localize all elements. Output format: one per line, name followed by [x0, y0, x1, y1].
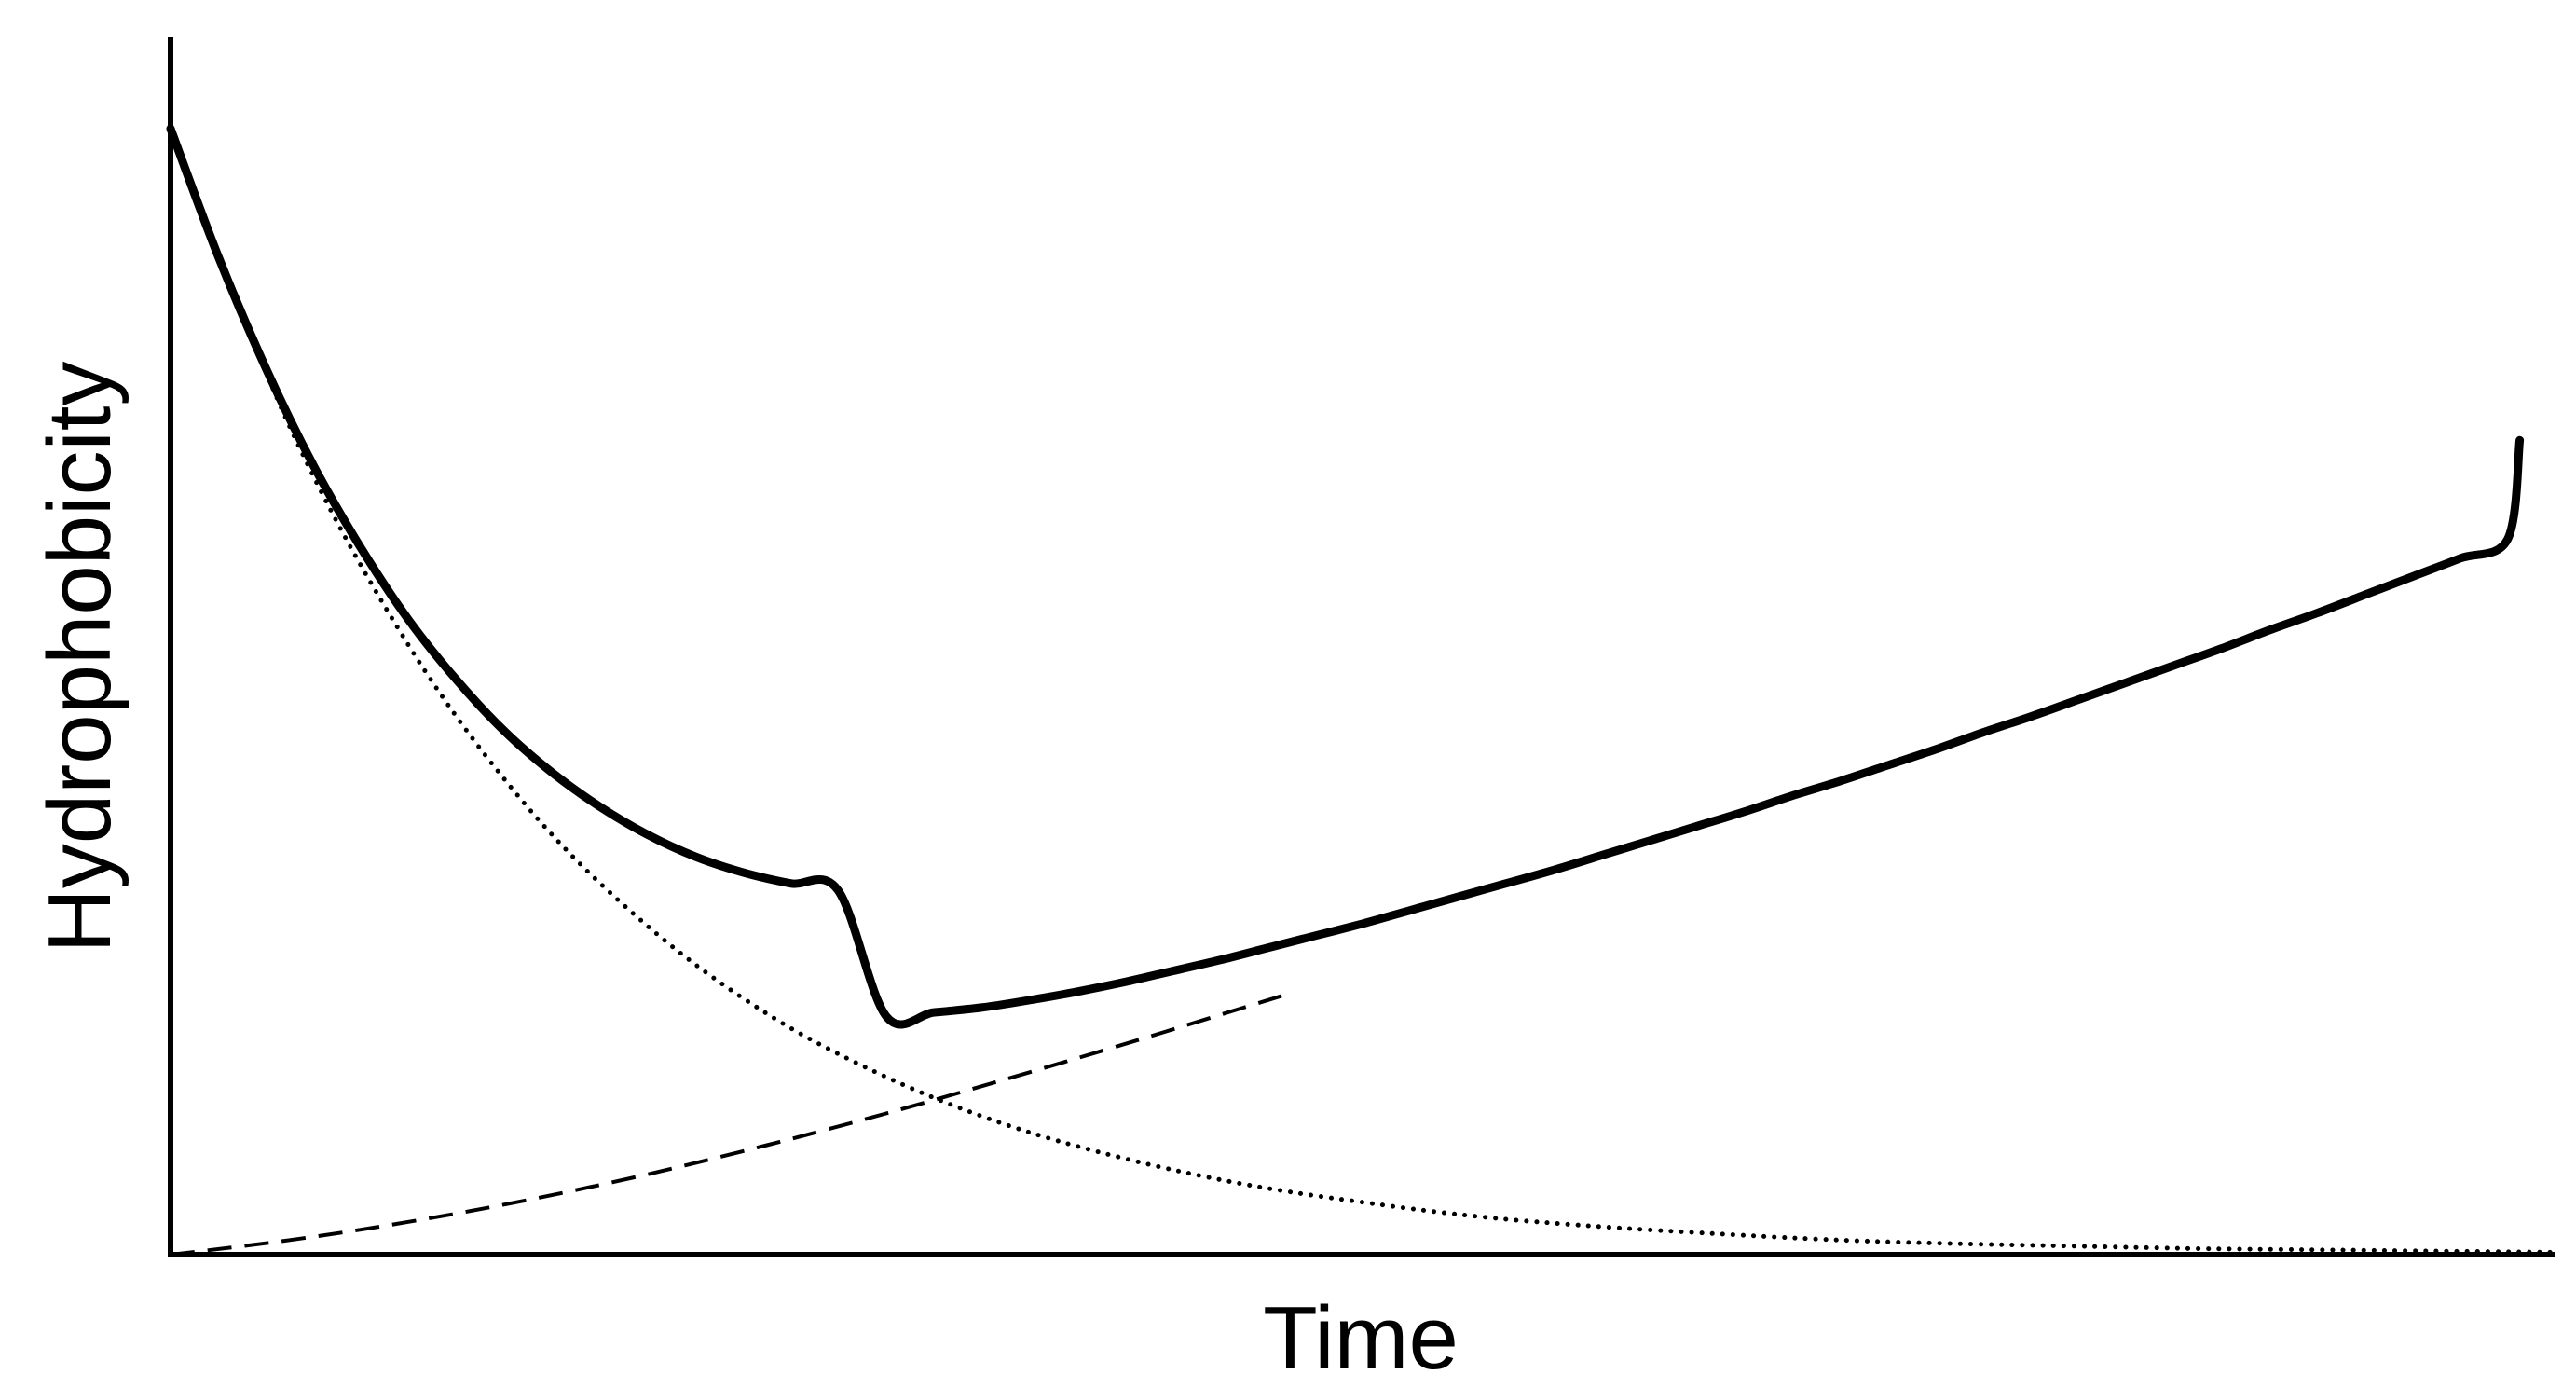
dashed-series-line	[170, 991, 1293, 1257]
x-axis-label: Time	[1263, 1288, 1459, 1388]
dotted-series-line	[168, 126, 2558, 1255]
solid-series-line	[166, 124, 2525, 1029]
plot-lines	[166, 124, 2558, 1257]
y-axis-label: Hydrophobicity	[30, 362, 130, 954]
